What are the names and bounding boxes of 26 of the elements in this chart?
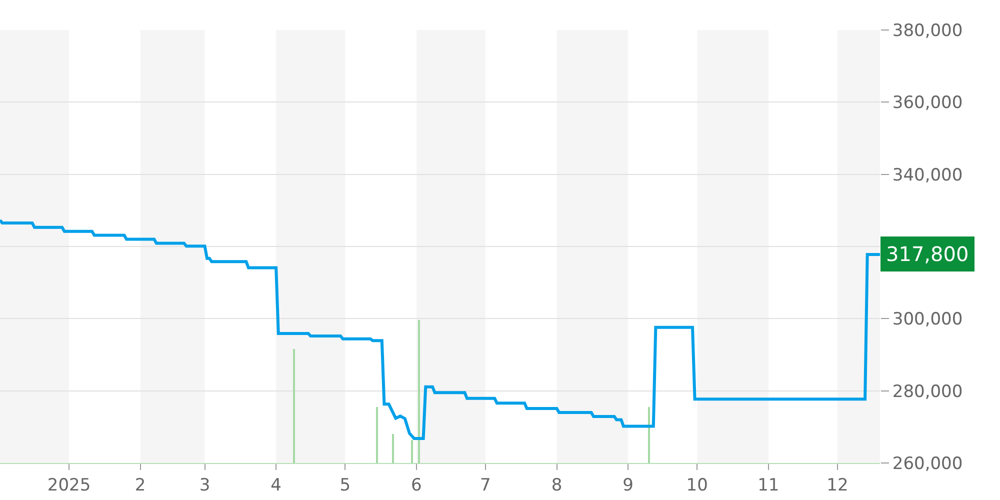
y-tick-label: 280,000 <box>892 382 963 402</box>
bar <box>376 407 378 463</box>
bar <box>411 440 413 463</box>
x-tick-label: 6 <box>411 475 422 496</box>
x-tick-label: 10 <box>686 475 708 496</box>
bar <box>392 434 394 463</box>
x-tick-label: 5 <box>340 475 351 496</box>
x-tick-label: 12 <box>826 475 848 496</box>
annotation: 317,800 <box>886 242 969 266</box>
x-tick-label: 2025 <box>47 475 91 496</box>
y-tick-label: 300,000 <box>892 310 963 330</box>
bar <box>293 349 295 463</box>
y-tick-label: 380,000 <box>892 20 963 41</box>
x-tick-label: 3 <box>199 475 210 496</box>
y-tick-label: 340,000 <box>892 165 963 186</box>
x-tick-label: 11 <box>758 475 780 496</box>
bar <box>648 407 650 463</box>
x-tick-label: 8 <box>551 475 562 496</box>
x-tick-label: 9 <box>622 475 634 496</box>
x-tick-label: 4 <box>270 475 282 496</box>
x-tick-label: 2 <box>134 475 146 496</box>
y-tick-label: 360,000 <box>892 93 963 114</box>
y-tick-label: 260,000 <box>892 454 963 474</box>
x-tick-label: 7 <box>480 475 491 496</box>
line-series <box>0 218 880 440</box>
bar <box>418 320 420 463</box>
